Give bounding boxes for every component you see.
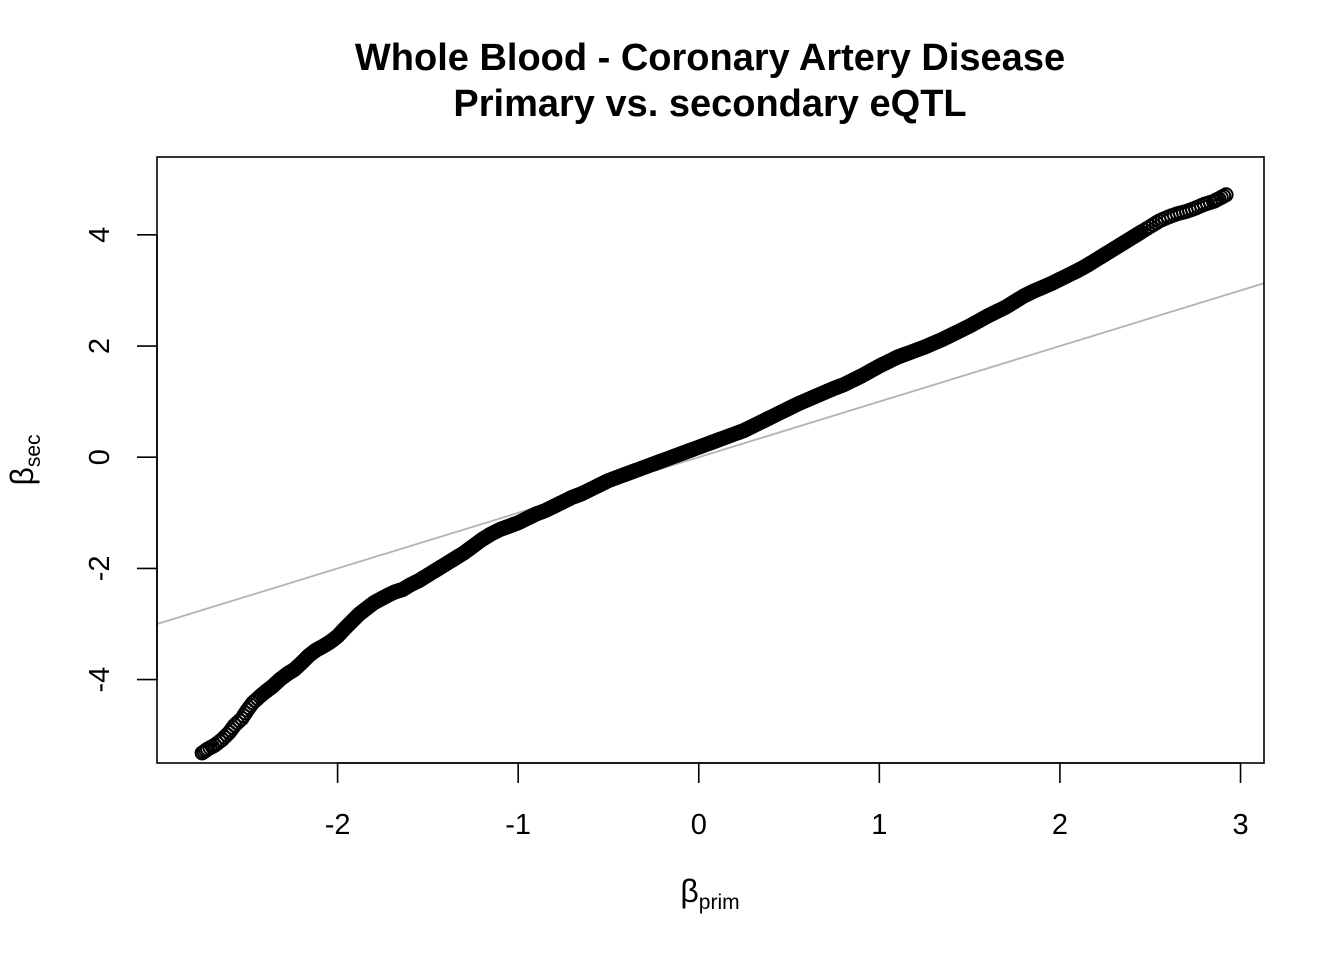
y-tick-label: -2 — [84, 556, 116, 582]
x-tick-label: 2 — [1052, 809, 1068, 841]
x-tick-label: 0 — [691, 809, 707, 841]
x-tick-label: 3 — [1232, 809, 1248, 841]
plot-frame — [156, 156, 1265, 764]
y-axis-label: βsec — [4, 434, 45, 485]
y-tick-label: 4 — [84, 227, 116, 243]
x-tick-label: -1 — [505, 809, 531, 841]
y-axis-label-subscript: sec — [22, 434, 45, 467]
data-point — [1218, 187, 1234, 203]
chart-subtitle: Primary vs. secondary eQTL — [453, 83, 966, 125]
y-axis: -4 -2 0 2 4 — [84, 227, 158, 693]
chart-title: Whole Blood - Coronary Artery Disease — [355, 37, 1065, 79]
y-tick-label: 2 — [84, 338, 116, 354]
y-tick-label: -4 — [84, 667, 116, 693]
x-axis: -2 -1 0 1 2 3 — [325, 762, 1249, 841]
x-axis-label: βprim — [680, 873, 739, 914]
x-tick-label: -2 — [325, 809, 351, 841]
y-tick-label: 0 — [84, 449, 116, 465]
x-tick-label: 1 — [871, 809, 887, 841]
x-axis-label-symbol: β — [680, 873, 698, 909]
plot-area — [156, 187, 1265, 761]
y-axis-label-symbol: β — [4, 467, 40, 485]
reference-line — [156, 282, 1265, 625]
x-axis-label-subscript: prim — [699, 891, 740, 914]
